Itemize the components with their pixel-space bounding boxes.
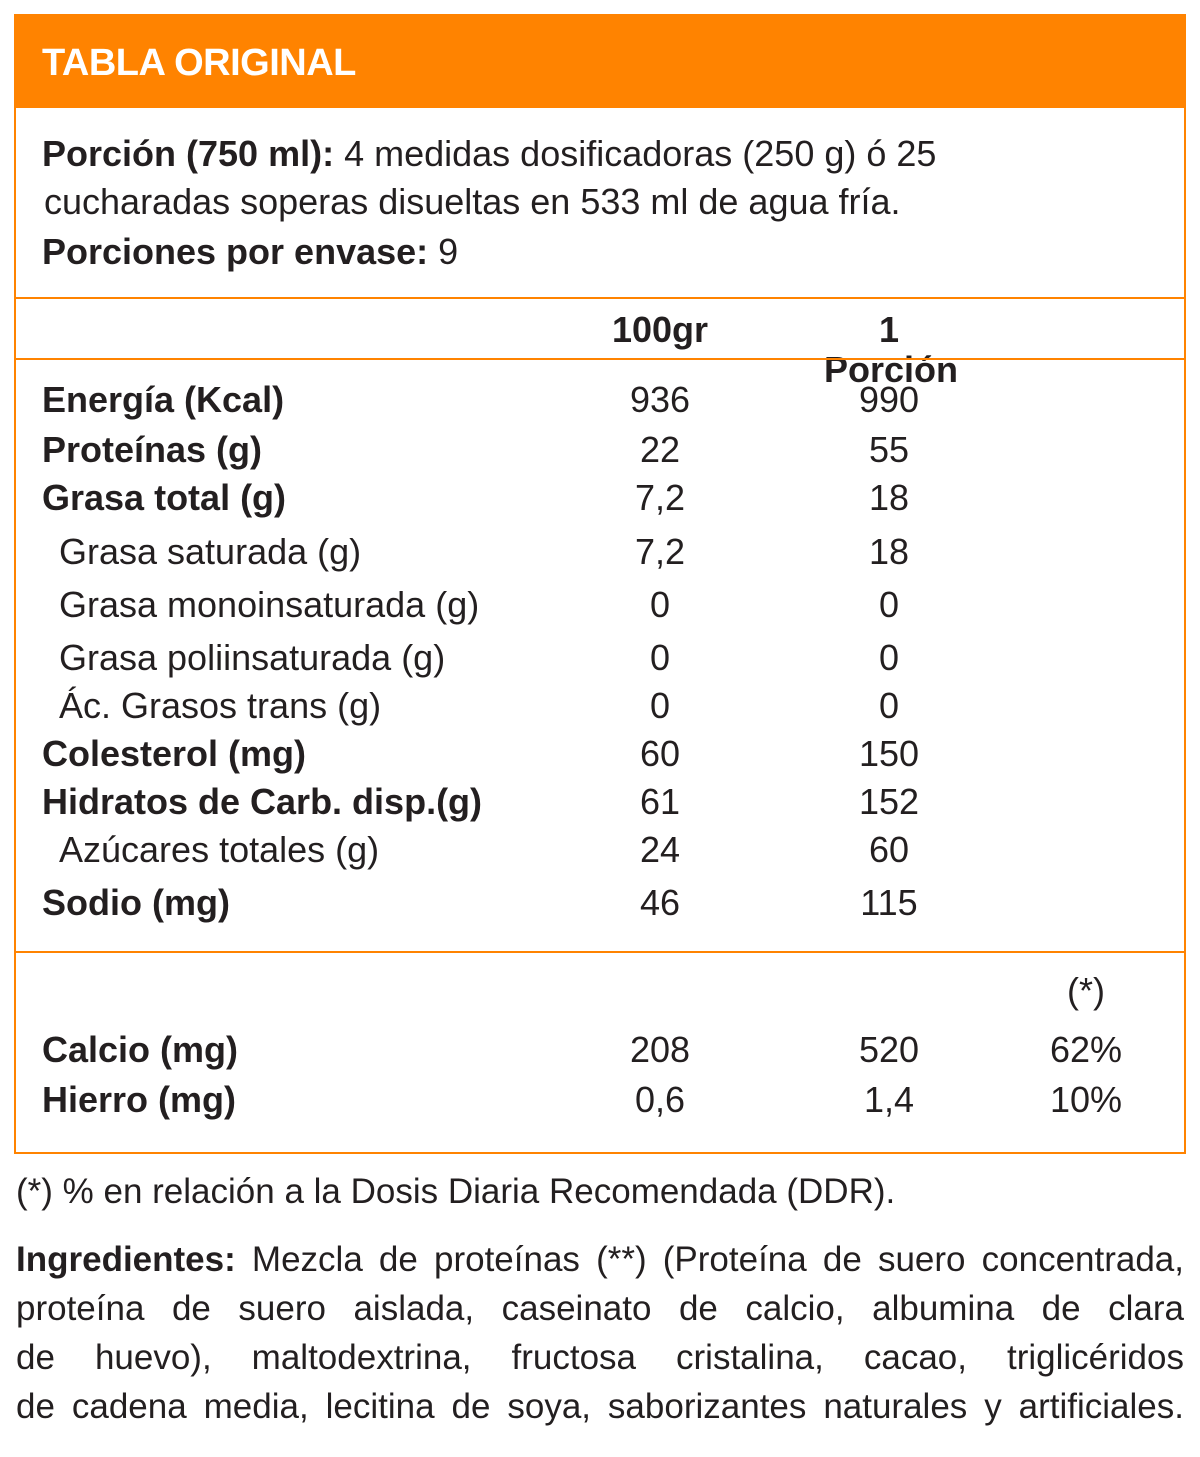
nutrient-row: Energía (Kcal) 936 990 bbox=[16, 380, 1184, 420]
nutrient-label: Colesterol (mg) bbox=[42, 733, 307, 774]
ingredients-line: proteína de suero aislada, caseinato de … bbox=[16, 1289, 1184, 1338]
per-pack-value: 9 bbox=[438, 231, 459, 272]
value-100gr: 7,2 bbox=[634, 477, 686, 518]
divider bbox=[16, 951, 1184, 953]
ingredients-text: de cadena media, lecitina de soya, sabor… bbox=[16, 1387, 1184, 1426]
value-pct: 62% bbox=[1049, 1029, 1123, 1070]
value-100gr: 46 bbox=[639, 882, 681, 923]
ingredients-line: de huevo), maltodextrina, fructosa crist… bbox=[16, 1338, 1184, 1387]
nutrient-row: Sodio (mg) 46 115 bbox=[16, 883, 1184, 923]
mineral-label: Hierro (mg) bbox=[42, 1079, 237, 1120]
nutrient-row: Hidratos de Carb. disp.(g) 61 152 bbox=[16, 782, 1184, 822]
nutrient-label: Sodio (mg) bbox=[42, 882, 230, 923]
nutrient-label: Grasa total (g) bbox=[42, 477, 287, 518]
nutrient-row: Colesterol (mg) 60 150 bbox=[16, 734, 1184, 774]
nutrient-label: Azúcares totales (g) bbox=[59, 829, 380, 870]
col-portion: 1 Porción bbox=[824, 309, 959, 390]
divider bbox=[16, 358, 1184, 360]
portion-label: Porción (750 ml): bbox=[42, 133, 335, 174]
nutrient-label: Hidratos de Carb. disp.(g) bbox=[42, 781, 483, 822]
portion-line1: 4 medidas dosificadoras (250 g) ó 25 bbox=[344, 133, 937, 174]
value-100gr: 60 bbox=[639, 733, 681, 774]
value-100gr: 61 bbox=[639, 781, 681, 822]
value-portion: 60 bbox=[868, 829, 910, 870]
mineral-label: Calcio (mg) bbox=[42, 1029, 239, 1070]
value-portion: 0 bbox=[878, 637, 900, 678]
value-portion: 520 bbox=[858, 1029, 920, 1070]
column-headers: 100gr 1 Porción bbox=[16, 309, 1184, 390]
value-100gr: 0 bbox=[649, 685, 671, 726]
nutrient-row: Grasa total (g) 7,2 18 bbox=[16, 478, 1184, 518]
value-portion: 0 bbox=[878, 584, 900, 625]
value-100gr: 7,2 bbox=[634, 531, 686, 572]
nutrient-label: Energía (Kcal) bbox=[42, 379, 285, 420]
ingredients-line: Ingredientes: Mezcla de proteínas (**) (… bbox=[16, 1240, 1184, 1289]
ingredients-text: proteína de suero aislada, caseinato de … bbox=[16, 1289, 1184, 1328]
footnote: (*) % en relación a la Dosis Diaria Reco… bbox=[16, 1172, 896, 1211]
value-100gr: 0 bbox=[649, 637, 671, 678]
value-100gr: 0,6 bbox=[634, 1079, 686, 1120]
nutrient-row: Grasa saturada (g) 7,2 18 bbox=[16, 532, 1184, 572]
divider bbox=[16, 297, 1184, 299]
portion-line2: cucharadas soperas disueltas en 533 ml d… bbox=[44, 181, 901, 222]
ingredients-line: de cadena media, lecitina de soya, sabor… bbox=[16, 1387, 1184, 1436]
nutrient-label: Proteínas (g) bbox=[42, 429, 263, 470]
table-header: TABLA ORIGINAL bbox=[16, 16, 1184, 108]
nutrient-row: Ác. Grasos trans (g) 0 0 bbox=[16, 686, 1184, 726]
nutrition-table: TABLA ORIGINAL Porción (750 ml): 4 medid… bbox=[14, 14, 1186, 1154]
value-portion: 0 bbox=[878, 685, 900, 726]
value-portion: 55 bbox=[868, 429, 910, 470]
value-portion: 18 bbox=[868, 477, 910, 518]
nutrient-label: Grasa saturada (g) bbox=[59, 531, 362, 572]
nutrient-row: Proteínas (g) 22 55 bbox=[16, 430, 1184, 470]
value-100gr: 24 bbox=[639, 829, 681, 870]
col-100gr: 100gr bbox=[611, 309, 709, 350]
mineral-row: Calcio (mg) 208 520 62% bbox=[16, 1030, 1184, 1070]
col-pct: (*) bbox=[1067, 970, 1105, 1011]
value-portion: 18 bbox=[868, 531, 910, 572]
nutrient-label: Grasa poliinsaturada (g) bbox=[59, 637, 446, 678]
nutrient-row: Azúcares totales (g) 24 60 bbox=[16, 830, 1184, 870]
per-pack-label: Porciones por envase: bbox=[42, 231, 429, 272]
nutrient-row: Grasa monoinsaturada (g) 0 0 bbox=[16, 585, 1184, 625]
value-portion: 150 bbox=[858, 733, 920, 774]
nutrient-label: Ác. Grasos trans (g) bbox=[59, 685, 382, 726]
value-100gr: 936 bbox=[629, 379, 691, 420]
ingredients-text: de huevo), maltodextrina, fructosa crist… bbox=[16, 1338, 1184, 1377]
value-100gr: 0 bbox=[649, 584, 671, 625]
value-portion: 1,4 bbox=[863, 1079, 915, 1120]
nutrient-label: Grasa monoinsaturada (g) bbox=[59, 584, 480, 625]
value-100gr: 208 bbox=[629, 1029, 691, 1070]
value-100gr: 22 bbox=[639, 429, 681, 470]
value-pct: 10% bbox=[1049, 1079, 1123, 1120]
value-portion: 152 bbox=[858, 781, 920, 822]
ingredients-text: Mezcla de proteínas (**) (Proteína de su… bbox=[251, 1240, 1184, 1279]
nutrient-row: Grasa poliinsaturada (g) 0 0 bbox=[16, 638, 1184, 678]
pct-header: (*) bbox=[16, 971, 1184, 1011]
mineral-row: Hierro (mg) 0,6 1,4 10% bbox=[16, 1080, 1184, 1120]
table-title: TABLA ORIGINAL bbox=[42, 42, 356, 84]
ingredients: Ingredientes: Mezcla de proteínas (**) (… bbox=[16, 1240, 1184, 1436]
portion-info: Porción (750 ml): 4 medidas dosificadora… bbox=[42, 134, 936, 174]
ingredients-label: Ingredientes: bbox=[16, 1240, 236, 1279]
value-portion: 990 bbox=[858, 379, 920, 420]
servings-per-pack: Porciones por envase: 9 bbox=[42, 232, 458, 272]
value-portion: 115 bbox=[860, 882, 918, 923]
